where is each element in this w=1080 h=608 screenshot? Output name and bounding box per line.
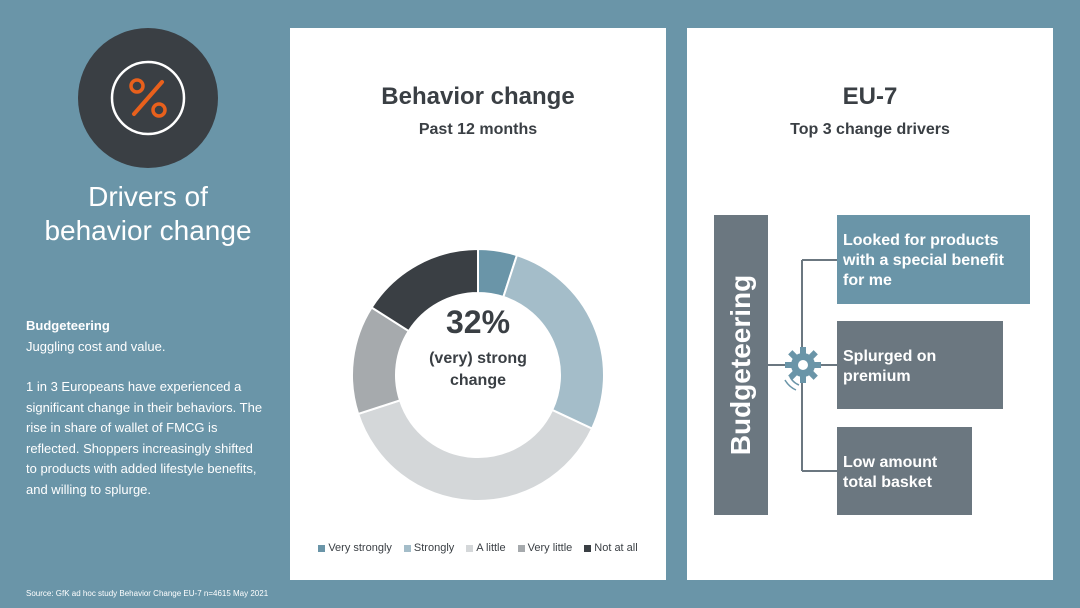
chart-subtitle: Past 12 months — [418, 121, 538, 138]
drivers-title: EU-7 — [842, 83, 898, 110]
legend-label: Very strongly — [328, 542, 392, 554]
driver-2-line2: premium — [843, 368, 911, 385]
donut-chart — [351, 247, 605, 502]
driver-box-2: Splurged on premium — [837, 321, 1003, 409]
section-title-line1: Drivers of — [88, 181, 208, 212]
legend-swatch — [403, 544, 411, 552]
chart-legend: Very strongly Strongly A little Very little… — [290, 542, 666, 554]
center-label-line1: (very) strong — [429, 350, 527, 367]
driver-3-line1: Low amount — [843, 454, 938, 471]
driver-3-line2: total basket — [843, 474, 932, 491]
connector-lines — [768, 259, 837, 472]
gear-icon — [784, 347, 821, 391]
driver-box-1: Looked for products with a special benef… — [837, 215, 1030, 304]
driver-2-line1: Splurged on — [843, 348, 937, 365]
drivers-subtitle: Top 3 change drivers — [790, 121, 950, 138]
legend-swatch — [584, 544, 592, 552]
center-value: 32% — [445, 304, 511, 340]
chart-title: Behavior change — [381, 83, 575, 110]
donut-slice-strongly — [502, 253, 605, 430]
behavior-change-panel: Behavior change Past 12 months 32% (very… — [290, 28, 666, 580]
category-label: Budgeteering — [725, 274, 756, 456]
donut-slice-a-little — [356, 399, 594, 502]
driver-box-3: Low amount total basket — [837, 427, 972, 515]
legend-item-a-little: A little — [466, 542, 506, 554]
center-label-line2: change — [449, 372, 506, 389]
driver-1-line2: with a special benefit — [843, 252, 1004, 269]
left-column: Drivers of behavior change Budgeteering … — [0, 0, 290, 608]
legend-label: Not at all — [594, 542, 638, 554]
legend-item-not-at-all: Not at all — [584, 542, 638, 554]
source-note: Source: GfK ad hoc study Behavior Change… — [26, 589, 269, 598]
body-paragraph: 1 in 3 Europeans have experienced a sign… — [26, 379, 263, 497]
driver-1-line3: for me — [843, 272, 892, 289]
legend-swatch — [318, 544, 326, 552]
donut-slice-not-at-all — [370, 247, 479, 333]
legend-label: Very little — [527, 542, 573, 554]
percent-icon — [78, 28, 218, 168]
legend-swatch — [517, 544, 525, 552]
center-label: (very) strong change — [416, 348, 540, 392]
body-text: Budgeteering Juggling cost and value. 1 … — [26, 316, 266, 500]
category-bar: Budgeteering — [714, 215, 768, 515]
legend-label: Strongly — [413, 542, 455, 554]
legend-item-very-little: Very little — [517, 542, 573, 554]
driver-1-line1: Looked for products — [843, 232, 999, 249]
section-title-line2: behavior change — [44, 215, 252, 246]
body-heading: Budgeteering — [26, 318, 110, 333]
legend-item-strongly: Strongly — [403, 542, 455, 554]
drivers-panel: EU-7 Top 3 change drivers Budgeteeri — [687, 28, 1053, 580]
legend-label: A little — [476, 542, 506, 554]
section-title: Drivers of behavior change — [20, 180, 276, 248]
legend-item-very-strongly: Very strongly — [318, 542, 392, 554]
legend-swatch — [466, 544, 474, 552]
body-subheading: Juggling cost and value. — [26, 338, 166, 354]
